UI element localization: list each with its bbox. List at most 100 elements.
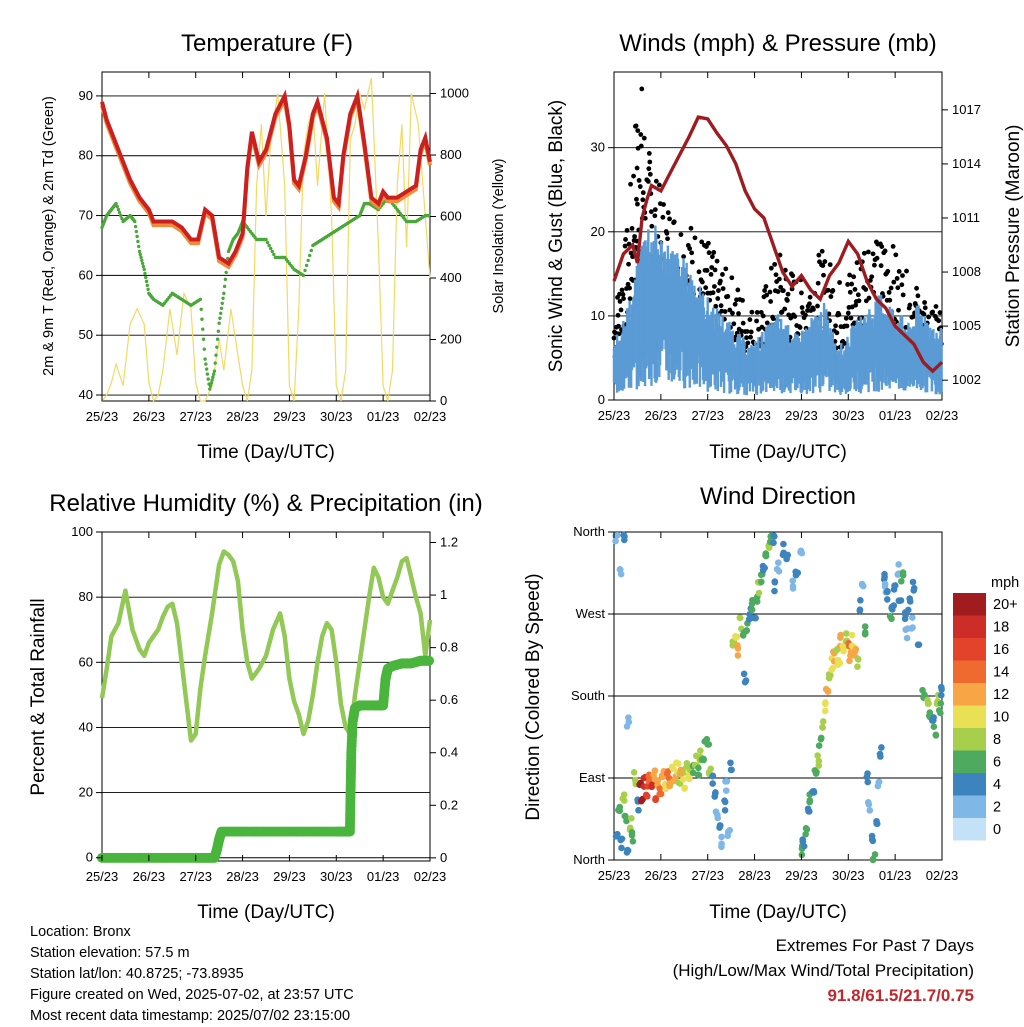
direction-point: [924, 696, 931, 704]
gust-point: [634, 165, 640, 171]
x-tick-label: 26/23: [645, 408, 678, 423]
y2-tick-label: 1014: [952, 156, 981, 171]
y-tick-label: 80: [79, 589, 93, 604]
gust-point: [718, 278, 723, 284]
gust-point: [827, 262, 833, 268]
dewpoint-point: [211, 372, 216, 376]
temperature-panel: Temperature (F) 40 50 60 70 80 90 0 200 400 600 8…: [41, 30, 507, 463]
temperature-title: Temperature (F): [181, 30, 353, 57]
colorbar-swatch: [953, 638, 986, 661]
y-tick-label: East: [579, 770, 605, 785]
dewpoint-point: [216, 329, 221, 333]
gust-point: [730, 310, 735, 316]
y-tick-label: 40: [79, 719, 93, 734]
gust-point: [886, 290, 892, 295]
location-text: Location: Bronx: [30, 924, 131, 940]
gust-point: [893, 252, 899, 258]
gust-point: [896, 307, 901, 313]
gust-point: [710, 254, 715, 260]
direction-point: [724, 828, 732, 836]
winds-panel: Winds (mph) & Pressure (mb) 0 10 20 30 1002…: [546, 30, 1024, 463]
gust-point: [885, 268, 891, 274]
y-tick-label: 40: [79, 387, 93, 402]
direction-point: [869, 837, 877, 845]
x-tick-label: 26/23: [133, 869, 166, 884]
direction-point: [771, 579, 779, 586]
gust-point: [758, 309, 764, 315]
colorbar-label: 14: [993, 665, 1009, 681]
gust-point: [848, 315, 854, 321]
gust-point: [803, 312, 808, 318]
dewpoint-point: [213, 361, 217, 365]
gust-point: [744, 335, 749, 341]
gust-point: [687, 246, 693, 251]
x-tick-label: 30/23: [832, 868, 865, 883]
gust-point: [747, 317, 753, 323]
gust-point: [713, 303, 719, 309]
dewpoint-point: [264, 237, 268, 242]
gust-point: [711, 250, 717, 255]
dewpoint-point: [306, 258, 310, 263]
winds-plot-frame: [613, 71, 943, 401]
dewpoint-point: [304, 263, 309, 268]
gust-point: [692, 235, 698, 241]
direction-point: [930, 723, 938, 730]
colorbar-label: 8: [993, 732, 1001, 748]
direction-point: [623, 849, 631, 856]
direction-point: [815, 742, 823, 749]
direction-point: [789, 577, 797, 585]
direction-point: [709, 780, 716, 787]
direction-point: [854, 655, 862, 662]
x-tick-label: 02/23: [926, 868, 959, 883]
extremes-box: Extremes For Past 7 Days (High/Low/Max W…: [673, 933, 974, 1008]
gust-point: [871, 262, 877, 268]
dewpoint-point: [224, 270, 228, 275]
direction-point: [635, 806, 642, 814]
gust-point: [853, 302, 859, 308]
gust-point: [816, 252, 822, 258]
gust-point: [845, 310, 851, 316]
dewpoint-point: [117, 210, 122, 215]
gust-point: [652, 213, 658, 219]
direction-point: [874, 782, 882, 790]
gust-point: [788, 315, 794, 321]
y-tick-label: 30: [591, 140, 605, 155]
direction-point: [762, 552, 770, 560]
winds-title: Winds (mph) & Pressure (mb): [619, 30, 936, 57]
gust-point: [904, 268, 909, 274]
dewpoint-point: [222, 291, 226, 296]
direction-point: [857, 597, 864, 604]
gust-point: [688, 225, 694, 231]
gust-point: [646, 150, 652, 156]
direction-point: [864, 770, 871, 777]
direction-point: [812, 770, 820, 777]
y2-tick-label: 0: [440, 850, 447, 865]
gust-point: [894, 276, 900, 281]
direction-point: [899, 571, 907, 579]
gust-point: [780, 288, 786, 294]
dewpoint-point: [133, 219, 137, 224]
y2-tick-label: 1005: [952, 318, 981, 333]
direction-point: [842, 630, 850, 637]
direction-point: [878, 744, 885, 751]
gust-point: [921, 311, 927, 317]
gust-point: [653, 178, 659, 184]
direction-point: [752, 614, 759, 622]
direction-point: [906, 595, 913, 602]
direction-point: [743, 627, 750, 634]
station-info: Location: Bronx Station elevation: 57.5 …: [30, 922, 354, 1027]
gust-point: [642, 215, 648, 221]
wind-direction-ylabel: Direction (Colored By Speed): [523, 573, 544, 820]
dewpoint-point: [144, 279, 149, 284]
humidity-title: Relative Humidity (%) & Precipitation (i…: [49, 490, 482, 517]
gust-point: [764, 320, 770, 326]
y2-tick-label: 1002: [952, 372, 981, 387]
y-tick-label: 10: [591, 308, 605, 323]
gust-point: [736, 311, 741, 316]
direction-point: [753, 598, 761, 605]
direction-point: [871, 851, 879, 858]
direction-point: [802, 830, 809, 838]
direction-point: [876, 750, 884, 758]
gust-point: [930, 309, 936, 315]
